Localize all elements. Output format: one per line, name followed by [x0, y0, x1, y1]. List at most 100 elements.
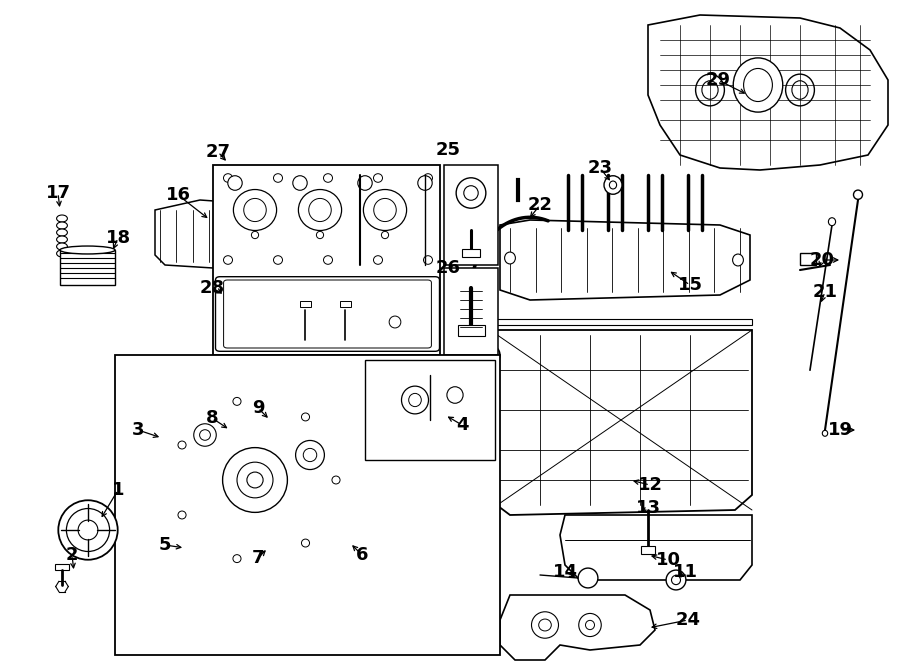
Ellipse shape — [424, 174, 433, 182]
Ellipse shape — [609, 181, 617, 189]
Ellipse shape — [586, 621, 595, 630]
Ellipse shape — [323, 174, 332, 182]
Bar — [340, 301, 351, 307]
Ellipse shape — [401, 386, 428, 414]
Ellipse shape — [604, 176, 622, 194]
Ellipse shape — [178, 511, 186, 519]
Ellipse shape — [374, 256, 382, 264]
Ellipse shape — [295, 440, 324, 469]
Ellipse shape — [358, 176, 373, 190]
Bar — [490, 319, 752, 325]
Text: 26: 26 — [436, 259, 461, 277]
FancyBboxPatch shape — [223, 280, 431, 348]
Ellipse shape — [578, 568, 598, 588]
Text: 22: 22 — [527, 196, 553, 214]
Bar — [444, 165, 498, 265]
Text: 18: 18 — [105, 229, 130, 247]
Ellipse shape — [828, 217, 835, 225]
Text: 8: 8 — [206, 409, 219, 427]
Ellipse shape — [60, 246, 115, 254]
Ellipse shape — [374, 198, 396, 221]
Ellipse shape — [741, 74, 770, 106]
Ellipse shape — [299, 190, 342, 231]
Polygon shape — [155, 200, 295, 270]
FancyBboxPatch shape — [215, 277, 439, 351]
Text: 17: 17 — [46, 184, 70, 202]
Bar — [365, 360, 495, 460]
Ellipse shape — [57, 215, 68, 222]
Text: 14: 14 — [553, 563, 578, 581]
Ellipse shape — [247, 472, 263, 488]
Ellipse shape — [671, 575, 680, 584]
Ellipse shape — [317, 231, 324, 239]
Text: 1: 1 — [112, 481, 124, 499]
Text: 3: 3 — [131, 421, 144, 439]
Text: 4: 4 — [455, 416, 468, 434]
Ellipse shape — [237, 462, 273, 498]
Ellipse shape — [382, 231, 389, 239]
Ellipse shape — [309, 198, 331, 221]
Ellipse shape — [734, 58, 783, 112]
Text: 28: 28 — [200, 279, 225, 297]
Text: 23: 23 — [588, 159, 613, 177]
Ellipse shape — [57, 222, 68, 229]
Text: 6: 6 — [356, 546, 368, 564]
Ellipse shape — [244, 198, 266, 221]
Ellipse shape — [696, 74, 725, 106]
Bar — [641, 547, 655, 555]
Ellipse shape — [233, 190, 276, 231]
Ellipse shape — [743, 69, 772, 102]
Ellipse shape — [702, 81, 718, 99]
Ellipse shape — [78, 520, 98, 540]
Ellipse shape — [424, 256, 433, 264]
Text: 20: 20 — [809, 251, 834, 269]
Ellipse shape — [233, 555, 241, 563]
Ellipse shape — [733, 254, 743, 266]
Bar — [230, 205, 280, 270]
Ellipse shape — [251, 231, 258, 239]
Text: 2: 2 — [66, 546, 78, 564]
Ellipse shape — [480, 345, 500, 365]
Ellipse shape — [447, 387, 464, 403]
Text: 16: 16 — [166, 186, 191, 204]
Ellipse shape — [67, 508, 110, 551]
Ellipse shape — [792, 81, 808, 99]
Text: 13: 13 — [635, 499, 661, 517]
Ellipse shape — [666, 570, 686, 590]
Ellipse shape — [823, 430, 828, 436]
Ellipse shape — [389, 316, 400, 328]
Ellipse shape — [57, 250, 68, 257]
Bar — [462, 249, 480, 257]
Polygon shape — [220, 172, 435, 268]
Ellipse shape — [302, 539, 310, 547]
Text: 27: 27 — [205, 143, 230, 161]
Ellipse shape — [274, 256, 283, 264]
Bar — [457, 325, 484, 336]
Ellipse shape — [223, 174, 232, 182]
Polygon shape — [648, 15, 888, 170]
Ellipse shape — [57, 243, 68, 250]
Polygon shape — [490, 330, 752, 515]
Polygon shape — [500, 595, 655, 660]
Text: 29: 29 — [706, 71, 731, 89]
Text: 15: 15 — [678, 276, 703, 294]
Bar — [60, 250, 115, 285]
Ellipse shape — [233, 397, 241, 405]
Text: 7: 7 — [252, 549, 265, 567]
Ellipse shape — [194, 424, 216, 446]
Ellipse shape — [303, 448, 317, 461]
Ellipse shape — [539, 619, 552, 631]
Ellipse shape — [747, 81, 763, 99]
Ellipse shape — [579, 613, 601, 637]
Text: 11: 11 — [672, 563, 698, 581]
Text: 19: 19 — [827, 421, 852, 439]
Text: 24: 24 — [676, 611, 700, 629]
Bar — [444, 268, 498, 355]
Text: 25: 25 — [436, 141, 461, 159]
Text: 10: 10 — [655, 551, 680, 569]
Ellipse shape — [323, 256, 332, 264]
Ellipse shape — [228, 176, 242, 190]
Ellipse shape — [456, 178, 486, 208]
Bar — [213, 165, 440, 355]
Ellipse shape — [409, 393, 421, 407]
